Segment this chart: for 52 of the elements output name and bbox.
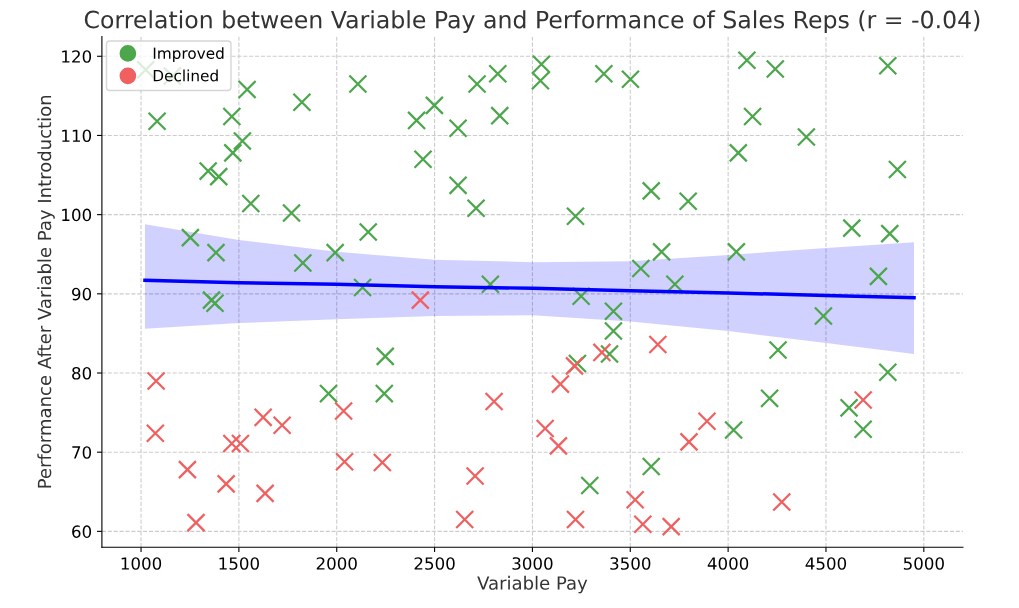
x-tick-label: 1500 [219,557,259,570]
point [272,415,292,435]
point [334,452,355,472]
point [465,466,485,486]
point [535,418,555,439]
y-tick-label: 90 [72,287,92,301]
point [697,411,717,431]
point [661,517,681,537]
x-tick-label: 4500 [805,557,847,570]
point [633,514,653,534]
point [177,459,198,480]
x-tick-label: 1000 [121,557,162,570]
x-tick-label: 2000 [316,557,357,570]
point [648,334,668,355]
y-axis-title: Performance After Variable Pay Introduction [37,95,55,488]
x-tick-label: 3000 [512,557,553,570]
point [222,433,242,454]
point [853,390,873,410]
point [333,401,354,421]
chart-title: Correlation between Variable Pay and Performance of Sales Reps (r = -0.04) [84,10,980,34]
x-tick-label: 4000 [707,557,749,570]
point [255,483,275,503]
x-tick-label: 5000 [903,557,944,570]
point [455,509,475,530]
point [548,436,569,456]
point [145,423,165,443]
point [772,492,792,512]
point [230,433,251,454]
x-axis-title: Variable Pay [477,575,588,594]
y-tick-label: 70 [72,446,92,459]
y-tick-label: 80 [72,366,92,380]
point [592,342,612,363]
point [146,371,166,391]
x-tick-label: 3500 [610,557,651,570]
y-tick-label: 110 [62,129,92,143]
point [625,490,645,510]
y-tick-label: 60 [72,525,92,538]
y-tick-label: 120 [62,50,92,63]
point [484,391,504,412]
legend-label: Improved [153,47,224,62]
point [253,407,273,427]
legend-label: Declined [153,69,218,82]
point [679,432,699,452]
line-series [143,278,916,300]
x-tick-label: 2500 [414,557,455,570]
point [186,513,206,533]
point [550,374,571,394]
point [372,452,392,473]
point [410,290,430,310]
point [216,474,236,494]
point [565,509,586,530]
y-tick-label: 100 [62,208,92,222]
